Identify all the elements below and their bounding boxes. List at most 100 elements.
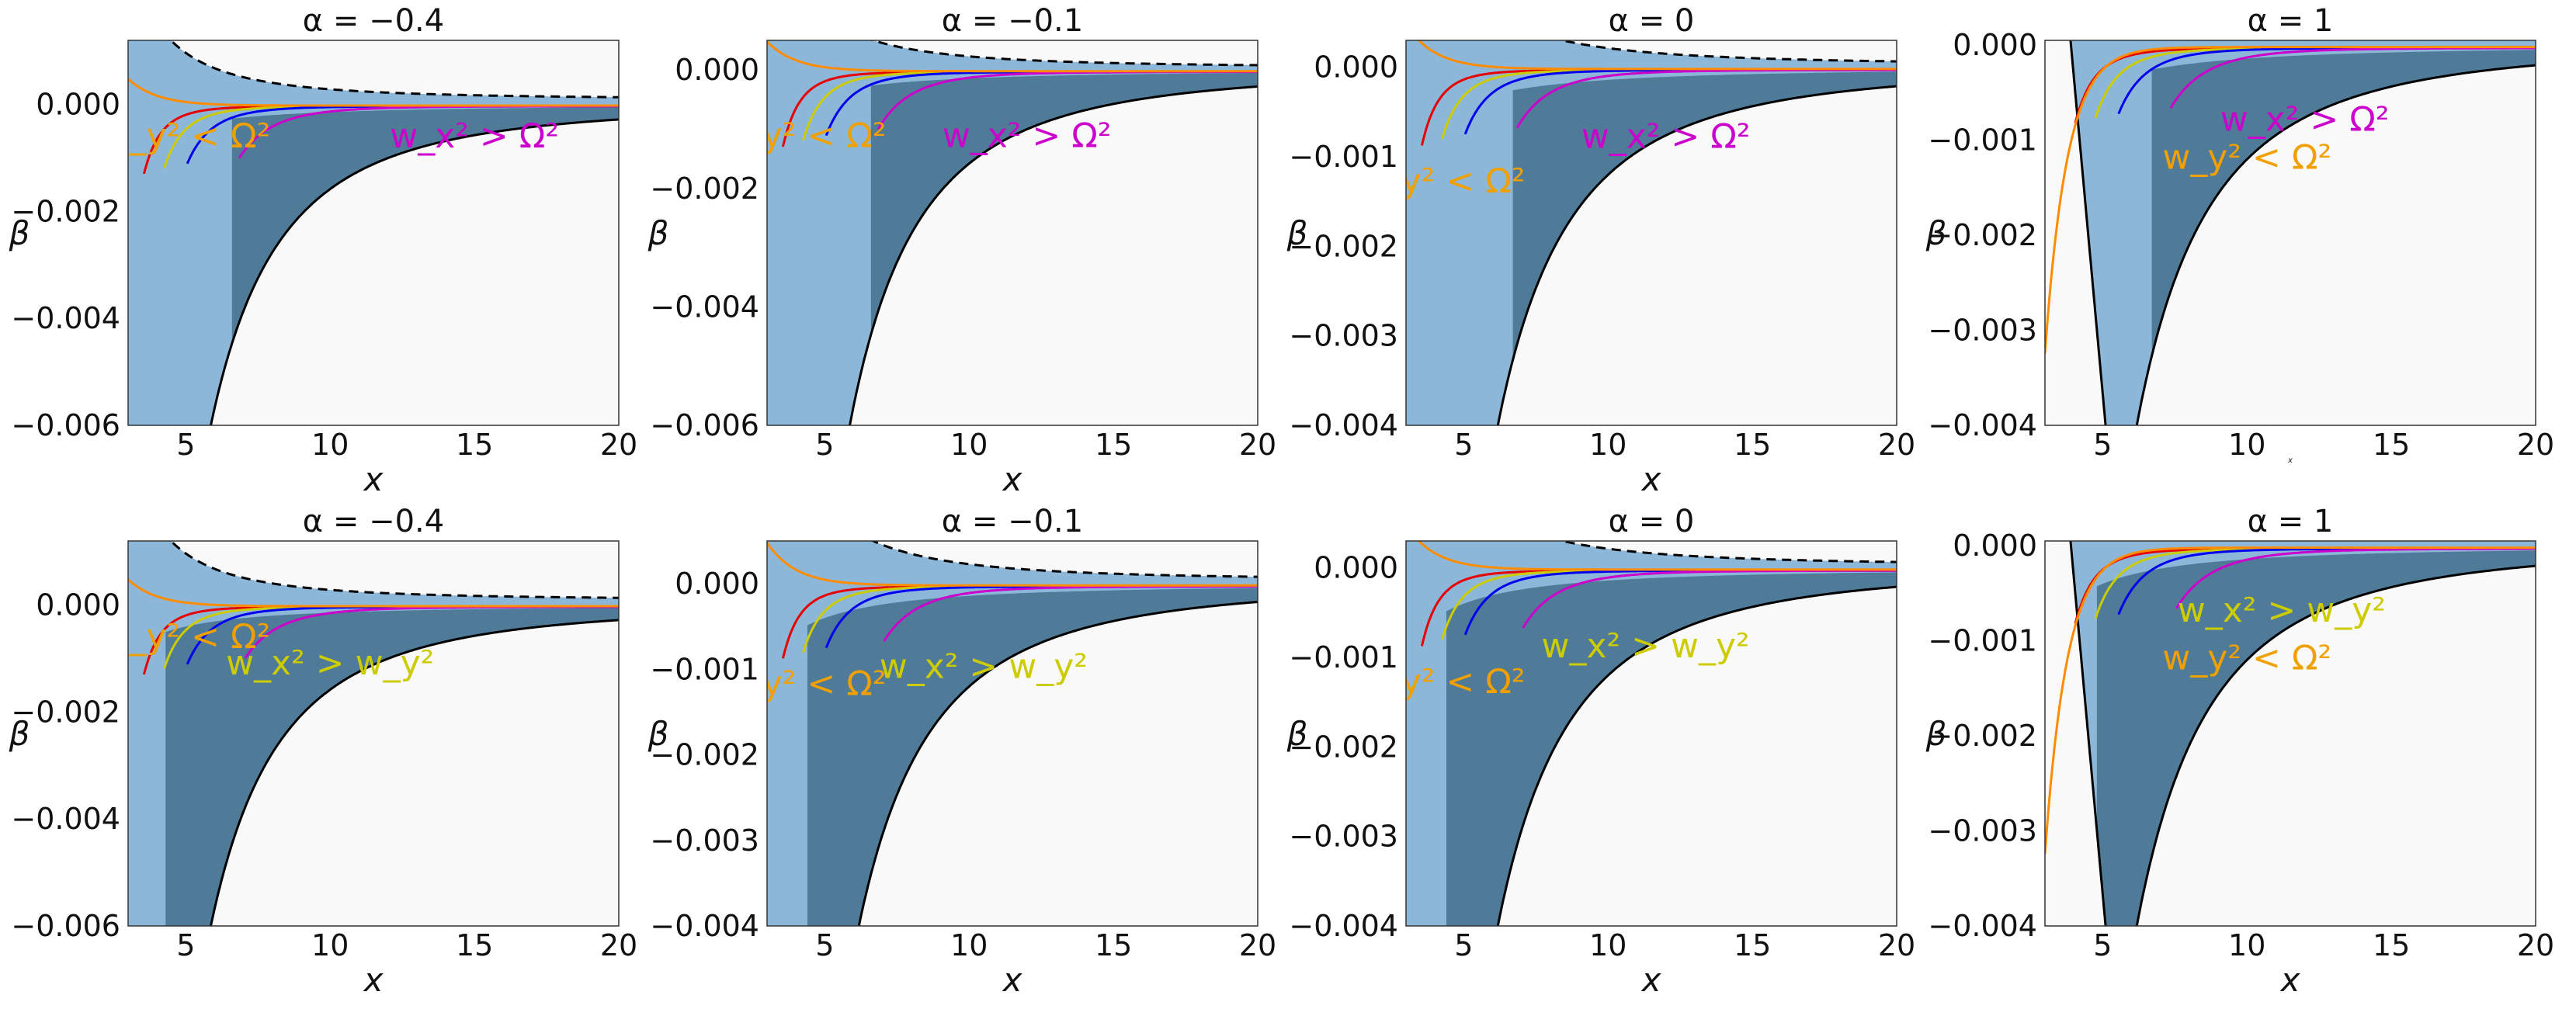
lower-boundary-line	[1496, 585, 1897, 926]
y-tick-label: −0.001	[650, 652, 759, 686]
axes-frame	[766, 540, 1258, 927]
x-tick-label: 20	[1239, 928, 1276, 962]
white-region	[1406, 86, 1897, 425]
x-tick-label: 20	[1239, 428, 1276, 462]
x-tick-label: 5	[1454, 428, 1473, 462]
y-tick-label: −0.002	[1289, 730, 1398, 764]
y-tick-label: −0.001	[1928, 624, 2037, 658]
y-tick-label: −0.003	[1928, 814, 2037, 848]
dark-region	[2096, 550, 2536, 926]
x-tick-label: 20	[2517, 428, 2554, 462]
lower-boundary-line	[210, 118, 619, 425]
x-tick-label: 10	[2228, 428, 2265, 462]
x-tick-label: 5	[2093, 428, 2112, 462]
annotation-1: w_y² < Ω²	[101, 116, 270, 156]
x-tick-label: 10	[2228, 928, 2265, 962]
y-tick-label: −0.002	[650, 738, 759, 772]
x-tick-label: 10	[950, 428, 988, 462]
y-axis-label: β	[647, 715, 669, 753]
series-line-orange	[128, 578, 619, 608]
y-tick-label: 0.000	[1314, 551, 1398, 585]
panel-7: w_y² < Ω² w_x² > w_y² α = 0 5 10 15 20 0.000 −0.…	[1286, 504, 1916, 999]
lower-boundary-line	[1496, 85, 1897, 425]
x-tick-label: 20	[600, 428, 637, 462]
panel-1: w_y² < Ω² w_x² > Ω² α = −0.4 5 10 15 20 0.000 −0…	[9, 3, 638, 498]
x-axis-label: x	[363, 961, 384, 999]
y-tick-label: 0.000	[1953, 28, 2037, 62]
y-tick-label: −0.002	[11, 695, 120, 729]
y-tick-label: −0.002	[11, 194, 120, 228]
x-tick-label: 5	[2093, 928, 2112, 962]
white-region	[128, 119, 619, 425]
series-line-orange	[2045, 546, 2536, 855]
upper-white-region	[1562, 541, 1897, 563]
chart-title: α = −0.1	[942, 504, 1083, 539]
x-tick-label: 5	[815, 428, 834, 462]
y-tick-label: 0.000	[36, 588, 120, 622]
plot-area: w_y² < Ω²w_x² > w_y²	[101, 541, 619, 926]
series-line-magenta	[2169, 47, 2536, 109]
annotation-1: w_y² < Ω²	[717, 664, 887, 703]
dark-region	[1512, 71, 1897, 360]
white-region	[128, 619, 619, 926]
chart-title: α = 0	[1609, 3, 1695, 39]
plot-area: w_y² < Ω² w_x² > Ω²	[1356, 40, 1897, 425]
left-white-region	[2045, 40, 2106, 425]
white-region	[2045, 566, 2536, 926]
y-tick-label: −0.004	[650, 909, 759, 943]
y-tick-label: −0.004	[1289, 408, 1398, 442]
y-axis-label: β	[9, 715, 30, 753]
y-tick-label: 0.000	[36, 88, 120, 122]
chart-title: α = −0.4	[303, 3, 444, 39]
lower-boundary-line	[857, 601, 1258, 926]
annotation-1: w_y² < Ω²	[1356, 662, 1526, 702]
x-tick-label: 5	[1454, 928, 1473, 962]
series-line-orange	[128, 78, 619, 107]
annotation-1: w_x² > w_y²	[2178, 591, 2386, 630]
upper-white-region	[172, 541, 619, 598]
x-tick-label: 15	[1734, 428, 1771, 462]
panel-3: w_y² < Ω² w_x² > Ω² α = 0 5 10 15 20 0.000 −0.00…	[1286, 3, 1916, 498]
series-line-orange	[767, 40, 1258, 73]
lower-boundary-line	[2135, 564, 2536, 926]
panel-8: w_x² > w_y² w_y² < Ω² α = 1 5 10 15 20 0.000 −0.…	[1925, 504, 2555, 999]
panel-6: w_y² < Ω²w_x² > w_y²α = −0.15 10 15 200.000…	[647, 504, 1277, 999]
series-line-orange	[1417, 40, 1897, 71]
annotation-2: w_y² < Ω²	[2162, 638, 2331, 678]
dark-region	[2151, 50, 2536, 356]
chart-title: α = 1	[2248, 504, 2334, 539]
upper-white-region	[873, 541, 1258, 577]
y-tick-label: 0.000	[1953, 529, 2037, 563]
series-line-orange	[1417, 541, 1897, 571]
upper-white-region	[172, 40, 619, 98]
x-tick-label: 15	[1095, 928, 1132, 962]
y-tick-label: 0.000	[675, 567, 759, 601]
dark-region	[231, 107, 619, 344]
y-tick-label: −0.004	[650, 290, 759, 324]
dashed-boundary-line	[869, 40, 1258, 67]
white-region	[767, 602, 1258, 926]
plot-area: w_x² > Ω²w_y² < Ω²	[2045, 40, 2536, 425]
plot-area: w_y² < Ω²w_x² > w_y²	[717, 541, 1258, 926]
x-tick-label: 20	[1878, 428, 1915, 462]
chart-title: α = 1	[2248, 3, 2334, 39]
chart-title: α = 0	[1609, 504, 1695, 539]
series-line-orange	[2045, 46, 2536, 354]
white-region	[767, 86, 1258, 425]
chart-title: α = −0.4	[303, 504, 444, 539]
x-tick-label: 5	[815, 928, 834, 962]
panel-2: w_y² < Ω² w_x² > Ω² α = −0.1 5 10 15 20 0.000 −0…	[647, 3, 1277, 498]
annotation-1: w_y² < Ω²	[101, 617, 270, 657]
y-tick-label: −0.004	[11, 802, 120, 836]
x-tick-label: 20	[1878, 928, 1915, 962]
x-axis-label: x	[2287, 456, 2293, 465]
y-tick-label: 0.000	[1314, 50, 1398, 85]
y-axis-label: β	[9, 214, 30, 252]
dashed-boundary-line	[870, 541, 1258, 578]
series-line-orange	[767, 542, 1258, 587]
annotation-1: w_y² < Ω²	[1356, 161, 1526, 201]
upper-white-region	[1562, 40, 1897, 62]
y-tick-label: −0.001	[1928, 123, 2037, 158]
dashed-boundary-line	[172, 542, 619, 599]
y-tick-label: −0.001	[1289, 640, 1398, 674]
